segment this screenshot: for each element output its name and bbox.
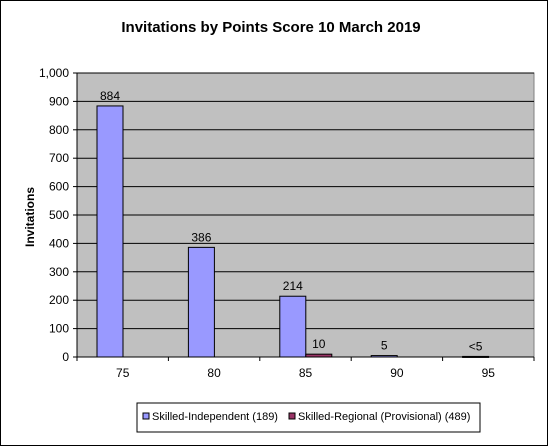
bar-skilled-independent-85 (279, 295, 307, 358)
data-labels: 884 386 214 10 5 <5 (100, 89, 483, 353)
data-label: 10 (312, 337, 326, 351)
y-tick-label: 800 (49, 123, 69, 137)
gridlines (77, 72, 534, 330)
data-label: 5 (381, 339, 388, 353)
data-label: 884 (100, 89, 120, 103)
legend-label: Skilled-Regional (Provisional) (489) (298, 411, 470, 423)
legend-label: Skilled-Independent (189) (152, 411, 278, 423)
y-tick-label: 100 (49, 322, 69, 336)
bar-skilled-independent-80 (187, 246, 215, 358)
x-tick-label: 75 (116, 366, 130, 380)
x-tick-label: 85 (299, 366, 313, 380)
y-tick-label: 700 (49, 151, 69, 165)
legend-items: Skilled-Independent (189) Skilled-Regiona… (142, 411, 470, 423)
data-label: <5 (469, 339, 483, 353)
y-tick-label: 500 (49, 208, 69, 222)
bar-skilled-independent-75 (96, 105, 124, 358)
y-tick-label: 0 (62, 350, 69, 364)
y-tick-label: 1,000 (39, 66, 69, 80)
x-tick-label: 95 (482, 366, 496, 380)
x-tick-label: 80 (207, 366, 221, 380)
x-tick-label: 90 (390, 366, 404, 380)
legend-swatch (288, 412, 296, 420)
y-tick-label: 200 (49, 293, 69, 307)
data-label: 214 (283, 279, 303, 293)
y-tick-label: 300 (49, 265, 69, 279)
y-axis-ticks: 0 100 200 300 400 500 600 700 800 900 1,000 (39, 66, 77, 364)
legend: Skilled-Independent (189) Skilled-Regiona… (136, 402, 481, 433)
chart-title: Invitations by Points Score 10 March 201… (121, 19, 420, 36)
y-tick-label: 400 (49, 236, 69, 250)
legend-swatch (142, 412, 150, 420)
x-axis-ticks: 75 80 85 90 95 (76, 357, 535, 380)
legend-box (136, 402, 481, 433)
y-tick-label: 900 (49, 94, 69, 108)
data-label: 386 (191, 230, 211, 244)
y-tick-label: 600 (49, 180, 69, 194)
y-axis-title: Invitations (23, 187, 37, 247)
